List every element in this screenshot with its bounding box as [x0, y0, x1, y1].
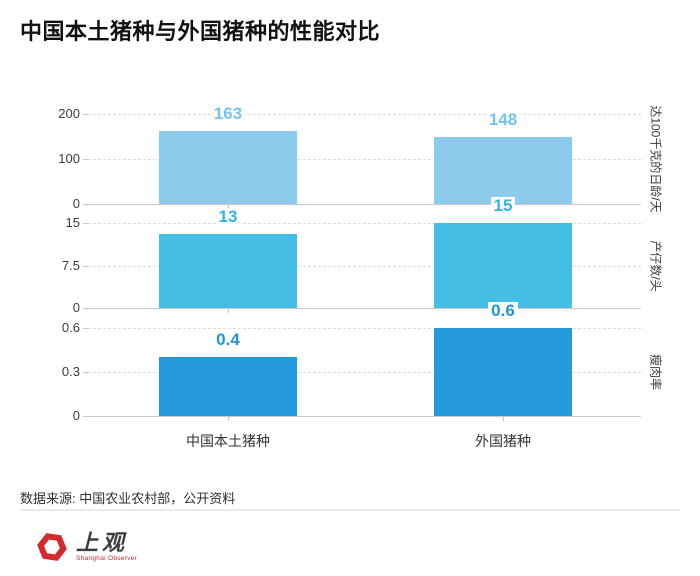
y-tick-mark: [83, 416, 88, 417]
category-label: 外国猪种: [475, 433, 531, 449]
x-tick-mark: [228, 205, 229, 209]
y-tick-label: 200: [58, 106, 80, 121]
y-tick-label: 100: [58, 151, 80, 166]
value-label: 13: [159, 208, 297, 226]
y-tick-mark: [83, 223, 88, 224]
publisher-logo: 上观 Shanghai Observer: [36, 531, 137, 563]
metric-label: 产仔数/头: [648, 239, 663, 292]
y-tick-mark: [83, 204, 88, 205]
y-tick-label: 0.6: [61, 320, 80, 335]
value-label: 15: [434, 197, 572, 215]
gridline: [88, 114, 641, 115]
value-label: 148: [434, 111, 572, 129]
metric-label: 达100千克的日龄/天: [648, 105, 663, 213]
value-label: 0.6: [434, 302, 572, 320]
y-tick-mark: [83, 159, 88, 160]
logo-cn-label: 上观: [76, 530, 129, 556]
y-tick-label: 0: [72, 196, 80, 211]
x-tick-mark: [228, 309, 229, 313]
logo-en-label: Shanghai Observer: [76, 555, 138, 562]
axis-line: [88, 308, 641, 309]
x-tick-mark: [228, 417, 229, 421]
bar: [434, 223, 572, 308]
gridline: [88, 159, 641, 160]
y-tick-mark: [83, 308, 88, 309]
y-tick-label: 0.3: [61, 364, 80, 379]
footer-divider: [20, 509, 680, 511]
bar: [159, 131, 297, 204]
metric-label: 瘦肉率: [648, 353, 663, 391]
bar: [434, 137, 572, 204]
y-tick-label: 7.5: [61, 258, 80, 273]
y-tick-mark: [83, 328, 88, 329]
y-tick-mark: [83, 266, 88, 267]
x-tick-mark: [503, 417, 504, 421]
bar: [159, 357, 297, 416]
bar: [159, 234, 297, 308]
page-title: 中国本土猪种与外国猪种的性能对比: [20, 19, 381, 44]
axis-line: [88, 416, 641, 417]
gridline: [88, 328, 641, 329]
value-label: 0.4: [159, 331, 297, 349]
gridline: [88, 372, 641, 373]
y-tick-label: 0: [72, 300, 80, 315]
bar: [434, 328, 572, 416]
category-label: 中国本土猪种: [186, 433, 270, 449]
y-tick-label: 0: [72, 408, 80, 423]
value-label: 163: [159, 105, 297, 123]
axis-line: [88, 204, 641, 205]
data-source-note: 数据来源: 中国农业农村部，公开资料: [20, 491, 236, 506]
y-tick-mark: [83, 114, 88, 115]
y-tick-label: 15: [65, 215, 80, 230]
hexagon-logo-icon: [37, 533, 67, 561]
gridline: [88, 223, 641, 224]
logo-text: 上观 Shanghai Observer: [76, 531, 137, 563]
gridline: [88, 266, 641, 267]
y-tick-mark: [83, 372, 88, 373]
